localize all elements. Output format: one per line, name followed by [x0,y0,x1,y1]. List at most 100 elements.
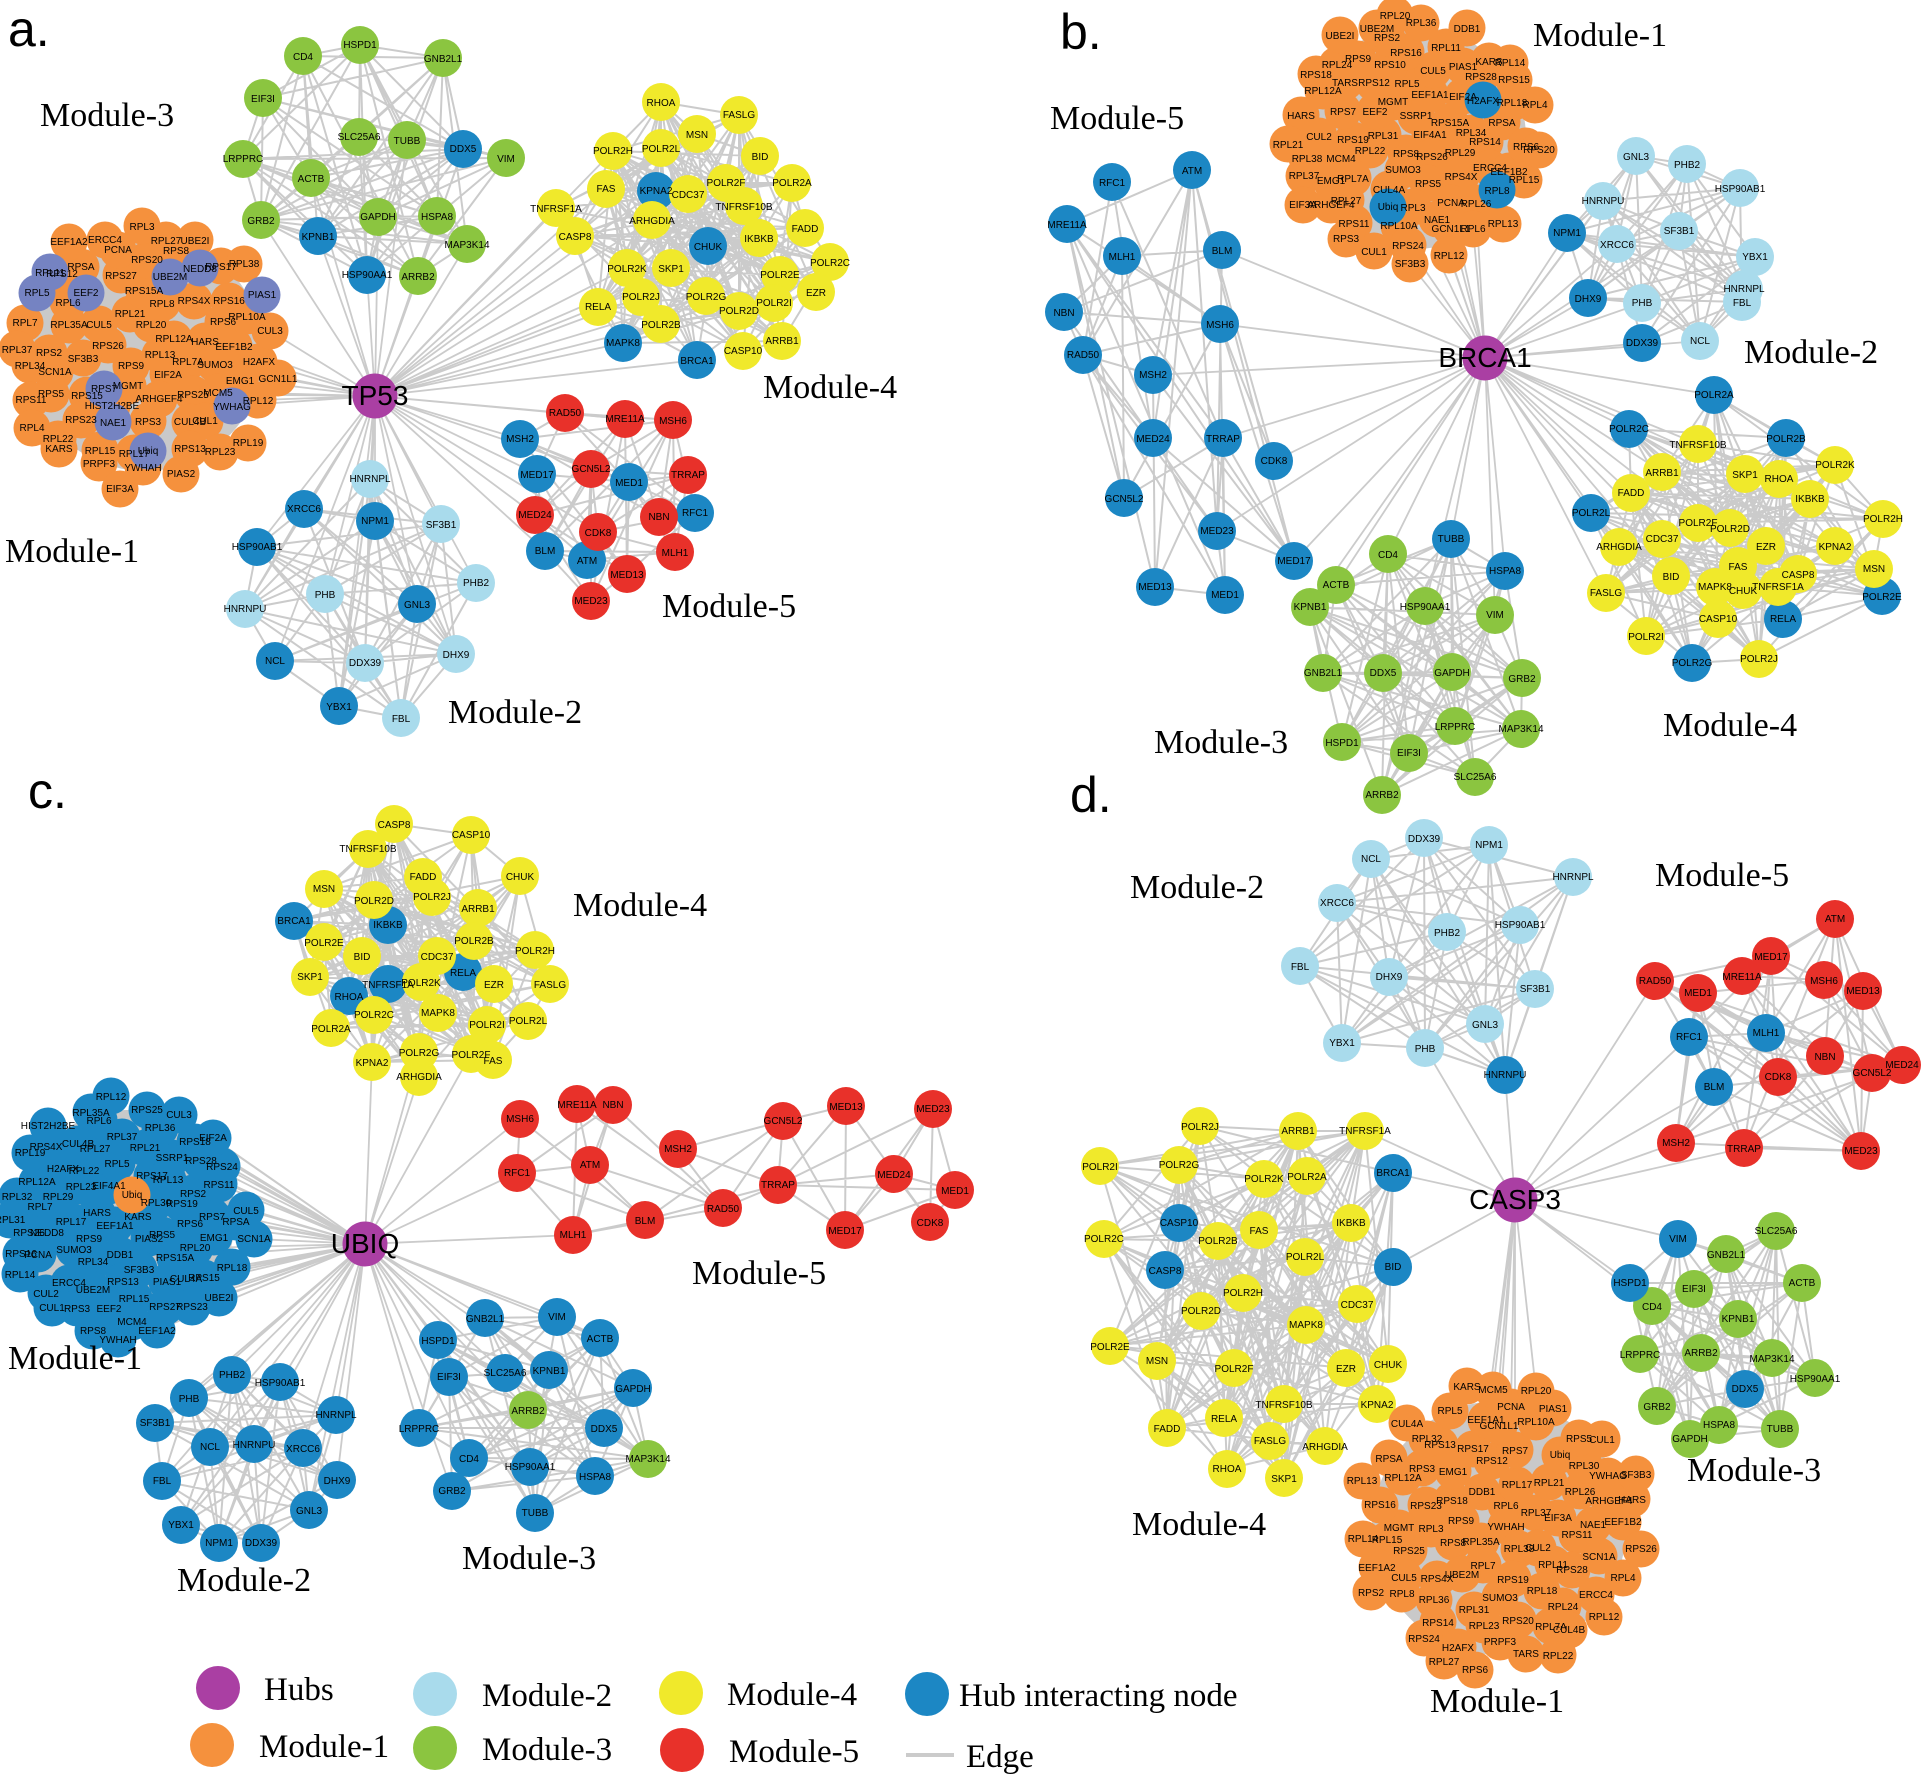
svg-text:PCNA: PCNA [104,245,132,256]
svg-text:KPNB1: KPNB1 [1294,602,1327,613]
svg-text:RPS6: RPS6 [177,1219,204,1230]
svg-text:ATM: ATM [577,556,597,567]
svg-text:POLR2E: POLR2E [1090,1342,1130,1353]
svg-text:MCM4: MCM4 [1326,154,1356,165]
svg-text:DHX9: DHX9 [324,1476,351,1487]
svg-text:RPL20: RPL20 [1521,1386,1552,1397]
svg-text:PCNA: PCNA [1437,198,1465,209]
svg-text:HSPD1: HSPD1 [1325,738,1359,749]
svg-text:MCM5: MCM5 [1478,1385,1508,1396]
svg-text:ARRB2: ARRB2 [401,272,435,283]
svg-text:GRB2: GRB2 [438,1486,466,1497]
svg-text:RPL14: RPL14 [5,1270,36,1281]
svg-text:RPS4X: RPS4X [178,296,211,307]
svg-text:POLR2I: POLR2I [1082,1162,1118,1173]
svg-text:KPNA2: KPNA2 [1361,1400,1394,1411]
svg-text:HSP90AB1: HSP90AB1 [232,542,283,553]
svg-text:RPL23: RPL23 [205,447,236,458]
svg-text:NCL: NCL [265,656,285,667]
svg-text:Ubiq: Ubiq [138,446,159,457]
svg-text:EIF2A: EIF2A [1449,92,1477,103]
svg-text:PIAS2: PIAS2 [135,1234,164,1245]
svg-text:IKBKB: IKBKB [1336,1218,1366,1229]
svg-text:MRE11A: MRE11A [605,414,645,425]
svg-text:RPS25: RPS25 [177,390,209,401]
svg-text:POLR2H: POLR2H [593,146,633,157]
svg-text:MSH6: MSH6 [506,1114,534,1125]
svg-text:BLM: BLM [1212,246,1233,257]
svg-text:CD4: CD4 [293,52,313,63]
svg-text:Module-1: Module-1 [1430,1683,1564,1720]
svg-text:POLR2I: POLR2I [469,1020,505,1031]
svg-text:TNFRSF10B: TNFRSF10B [339,844,397,855]
svg-text:DDX5: DDX5 [591,1424,618,1435]
svg-text:RPL10A: RPL10A [1517,1417,1555,1428]
svg-text:RPSA: RPSA [67,262,95,273]
svg-text:RHOA: RHOA [335,992,364,1003]
svg-text:MSN: MSN [1146,1356,1168,1367]
svg-text:SF3B3: SF3B3 [68,354,99,365]
svg-text:d.: d. [1070,767,1112,823]
svg-text:RPS13: RPS13 [107,1277,139,1288]
svg-text:KARS: KARS [1453,1382,1481,1393]
svg-text:POLR2B: POLR2B [1766,434,1806,445]
svg-text:XRCC6: XRCC6 [287,504,321,515]
svg-text:GNB2L1: GNB2L1 [1304,668,1343,679]
svg-text:POLR2G: POLR2G [686,292,727,303]
svg-text:NPM1: NPM1 [1475,840,1503,851]
svg-text:ACTB: ACTB [587,1334,614,1345]
svg-text:EIF3I: EIF3I [1397,748,1421,759]
svg-text:RPS18: RPS18 [1300,70,1332,81]
svg-text:NAE1: NAE1 [1424,215,1451,226]
svg-text:DDX39: DDX39 [245,1538,278,1549]
svg-text:POLR2J: POLR2J [413,892,451,903]
svg-text:RPL20: RPL20 [1380,11,1411,22]
svg-text:XRCC6: XRCC6 [1320,898,1354,909]
svg-text:CUL5: CUL5 [1391,1573,1417,1584]
svg-text:HSP90AB1: HSP90AB1 [1715,184,1766,195]
svg-text:RPS9: RPS9 [1345,54,1372,65]
svg-text:UBE2M: UBE2M [1360,24,1394,35]
svg-text:GCN1L1: GCN1L1 [259,374,298,385]
svg-text:EMG1: EMG1 [1317,176,1346,187]
svg-text:SSRP1: SSRP1 [156,1153,189,1164]
svg-text:NCL: NCL [1361,854,1381,865]
svg-text:ARRB1: ARRB1 [1645,468,1679,479]
svg-text:DDB1: DDB1 [1454,24,1481,35]
svg-text:ATM: ATM [580,1160,600,1171]
svg-text:FBL: FBL [153,1476,172,1487]
svg-text:PIAS1: PIAS1 [248,290,277,301]
svg-text:CDK8: CDK8 [917,1218,944,1229]
svg-text:RPS3: RPS3 [64,1304,91,1315]
svg-text:TUBB: TUBB [1767,1424,1794,1435]
svg-text:RHOA: RHOA [1765,474,1794,485]
svg-text:GRB2: GRB2 [1643,1402,1671,1413]
svg-text:YWHAH: YWHAH [124,463,161,474]
svg-text:ARRB1: ARRB1 [461,904,495,915]
svg-text:SUMO3: SUMO3 [1385,165,1421,176]
svg-text:RPL21: RPL21 [1273,140,1304,151]
svg-text:POLR2L: POLR2L [642,144,681,155]
svg-text:H2AFX: H2AFX [1442,1643,1475,1654]
svg-text:FADD: FADD [1154,1424,1181,1435]
svg-text:POLR2K: POLR2K [1244,1174,1284,1185]
svg-text:MLH1: MLH1 [560,1230,587,1241]
svg-text:POLR2G: POLR2G [1159,1160,1200,1171]
svg-text:PHB2: PHB2 [1674,160,1701,171]
svg-text:ARRB2: ARRB2 [1684,1348,1718,1359]
svg-text:RPS17: RPS17 [205,262,237,273]
svg-text:POLR2D: POLR2D [1710,524,1750,535]
svg-text:PHB2: PHB2 [1434,928,1461,939]
svg-text:CHUK: CHUK [694,242,723,253]
svg-text:POLR2L: POLR2L [1572,508,1611,519]
svg-text:MSH2: MSH2 [506,434,534,445]
svg-text:CDK8: CDK8 [1261,456,1288,467]
svg-text:POLR2K: POLR2K [401,978,441,989]
svg-text:ARRB2: ARRB2 [511,1406,545,1417]
svg-text:RHOA: RHOA [647,98,676,109]
svg-text:RPL15: RPL15 [1372,1535,1403,1546]
svg-text:MSH2: MSH2 [1662,1138,1690,1149]
svg-text:RPS28: RPS28 [1556,1565,1588,1576]
svg-text:HSPA8: HSPA8 [579,1472,611,1483]
svg-text:RPS14: RPS14 [1422,1618,1454,1629]
